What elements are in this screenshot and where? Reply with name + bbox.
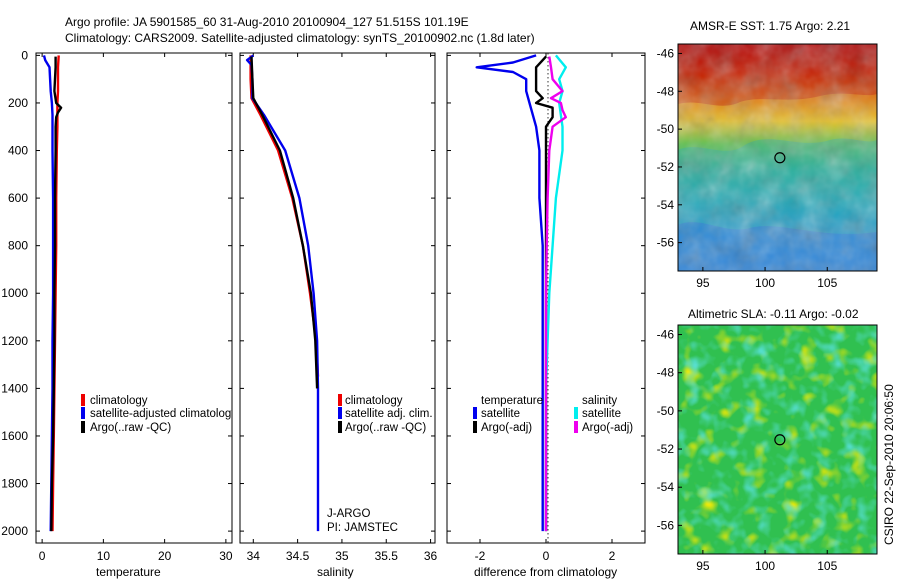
series-line-temperature-satellite <box>475 54 544 532</box>
sla-low-anomalies <box>678 325 877 554</box>
x-tick-label: 34 <box>247 549 261 563</box>
series-line-argo-raw-qc- <box>250 56 319 389</box>
sla-float-position-marker <box>774 434 786 446</box>
legend-swatch-temp-argo <box>473 421 477 433</box>
map-y-tick-label: -48 <box>657 84 675 98</box>
map-x-tick-label: 105 <box>817 559 837 573</box>
legend-swatch-sal-satellite <box>574 407 578 419</box>
series-line-satellite-adjusted-climatology <box>42 55 55 532</box>
x-tick-label: 36 <box>424 549 438 563</box>
series-line-climatology <box>249 55 320 377</box>
legend-swatch-argo <box>338 421 342 433</box>
x-tick-label: 0 <box>39 549 46 563</box>
credit-stamp: CSIRO 22-Sep-2010 20:06:50 <box>882 384 896 545</box>
series-line-salinity-satellite <box>544 54 567 532</box>
depth-tick-label: 1200 <box>1 334 28 348</box>
legend-swatch-argo <box>81 421 85 433</box>
profile-series <box>42 54 567 532</box>
x-tick-label: 20 <box>158 549 172 563</box>
pi-annotation: PI: JAMSTEC <box>327 522 398 534</box>
legend-group-title: salinity <box>582 395 617 407</box>
sst-map-title: AMSR-E SST: 1.75 Argo: 2.21 <box>690 19 850 33</box>
sla-map-ticks: 95 100 105 -46 -48 -50 -52 -54 -56 <box>657 328 838 573</box>
salinity-legend: climatology satellite adj. clim. Argo(..… <box>327 394 433 534</box>
sla-map-title: Altimetric SLA: -0.11 Argo: -0.02 <box>688 307 859 321</box>
depth-tick-label: 1000 <box>1 286 28 300</box>
map-y-tick-label: -48 <box>657 366 675 380</box>
legend-label: Argo(..raw -QC) <box>90 422 171 434</box>
map-x-tick-label: 100 <box>755 559 775 573</box>
series-line-salinity-argo-adj- <box>544 56 567 532</box>
map-y-tick-label: -54 <box>657 480 675 494</box>
depth-tick-label: 600 <box>8 191 28 205</box>
map-y-tick-label: -52 <box>657 442 675 456</box>
sst-map-ticks: 95 100 105 -46 -48 -50 -52 -54 -56 <box>657 46 838 290</box>
series-line-argo-raw-qc- <box>50 56 63 532</box>
legend-label: Argo(-adj) <box>481 422 532 434</box>
legend-label: climatology <box>345 395 403 407</box>
depth-tick-label: 1400 <box>1 381 28 395</box>
map-x-tick-label: 100 <box>755 276 775 290</box>
legend-swatch-climatology <box>81 394 85 406</box>
x-tick-label: 35 <box>335 549 349 563</box>
climatology-title: Climatology: CARS2009. Satellite-adjuste… <box>65 31 535 45</box>
map-y-tick-label: -50 <box>657 122 675 136</box>
salinity-xlabel: salinity <box>317 565 354 579</box>
profile-title: Argo profile: JA 5901585_60 31-Aug-2010 … <box>65 15 469 29</box>
map-x-tick-label: 105 <box>817 276 837 290</box>
legend-swatch-sal-argo <box>574 421 578 433</box>
depth-tick-label: 1800 <box>1 477 28 491</box>
difference-legend: temperature satellite Argo(-adj) salinit… <box>473 395 633 434</box>
sst-texture <box>678 44 877 271</box>
x-tick-label: 35.5 <box>375 549 399 563</box>
legend-label: climatology <box>90 395 148 407</box>
sla-map <box>678 325 877 554</box>
temperature-legend: climatology satellite-adjusted climatolo… <box>81 394 237 434</box>
map-y-tick-label: -56 <box>657 236 675 250</box>
sst-map <box>678 44 877 271</box>
temperature-xlabel: temperature <box>96 565 161 579</box>
legend-group-title: temperature <box>481 395 543 407</box>
x-tick-label: 2 <box>609 549 616 563</box>
x-tick-label: 0 <box>543 549 550 563</box>
sst-map-frame <box>677 43 878 272</box>
map-y-tick-label: -54 <box>657 198 675 212</box>
map-x-tick-label: 95 <box>696 276 710 290</box>
legend-swatch-satellite <box>338 407 342 419</box>
depth-tick-label: 800 <box>8 239 28 253</box>
x-tick-label: -2 <box>475 549 486 563</box>
map-x-tick-label: 95 <box>696 559 710 573</box>
salinity-axes <box>239 52 436 544</box>
temperature-axes <box>35 52 233 544</box>
legend-swatch-temp-satellite <box>473 407 477 419</box>
legend-label: Argo(..raw -QC) <box>345 422 426 434</box>
x-tick-label: 34.5 <box>286 549 310 563</box>
difference-xlabel: difference from climatology <box>474 565 617 579</box>
legend-label: Argo(-adj) <box>582 422 633 434</box>
legend-label: satellite-adjusted climatology <box>90 408 237 420</box>
x-tick-label: 30 <box>219 549 233 563</box>
series-line-satellite-adj-clim- <box>245 54 320 532</box>
legend-label: satellite <box>481 408 520 420</box>
legend-label: satellite <box>582 408 621 420</box>
legend-swatch-satellite-adjusted <box>81 407 85 419</box>
program-annotation: J-ARGO <box>327 508 371 520</box>
depth-tick-label: 200 <box>8 96 28 110</box>
depth-tick-label: 400 <box>8 144 28 158</box>
x-tick-label: 10 <box>97 549 111 563</box>
legend-swatch-climatology <box>338 394 342 406</box>
map-y-tick-label: -46 <box>657 328 675 342</box>
depth-tick-label: 1600 <box>1 429 28 443</box>
legend-label: satellite adj. clim. <box>345 408 433 420</box>
sst-float-position-marker <box>774 152 786 164</box>
depth-tick-label: 0 <box>21 48 28 62</box>
depth-tick-label: 2000 <box>1 524 28 538</box>
map-y-tick-label: -56 <box>657 518 675 532</box>
map-y-tick-label: -46 <box>657 46 675 60</box>
sla-map-frame <box>677 324 878 555</box>
map-y-tick-label: -50 <box>657 404 675 418</box>
map-y-tick-label: -52 <box>657 160 675 174</box>
